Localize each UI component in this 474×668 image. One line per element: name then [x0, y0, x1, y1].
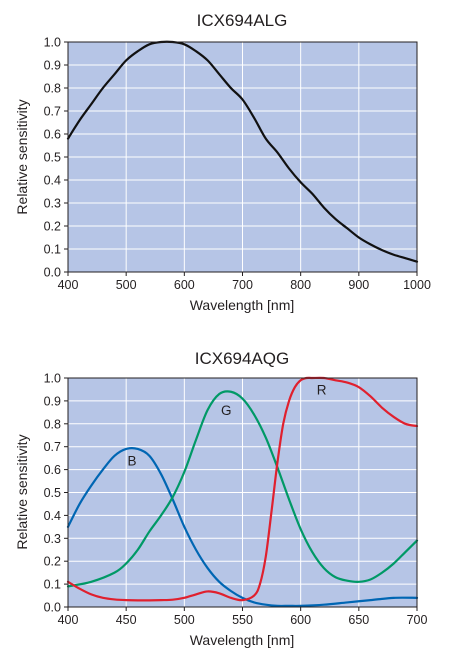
series-curve — [66, 40, 419, 263]
y-tick-label: 0.2 — [44, 555, 61, 569]
axis-ticks: 400 450 500 550 600 650 700 0.0 0.1 0.2 0.3 0.4 0.5 0… — [44, 372, 428, 628]
y-tick-label: 0.5 — [44, 151, 61, 165]
y-tick-label: 1.0 — [44, 36, 61, 50]
x-tick-label: 1000 — [403, 278, 431, 292]
x-tick-label: 700 — [407, 613, 428, 627]
y-tick-label: 0.6 — [44, 463, 61, 477]
x-tick-label: 500 — [174, 613, 195, 627]
series-curves — [66, 40, 419, 263]
y-tick-label: 0.3 — [44, 532, 61, 546]
series-curve-r — [66, 376, 419, 602]
x-tick-label: 700 — [232, 278, 253, 292]
x-tick-label: 900 — [348, 278, 369, 292]
y-tick-label: 0.0 — [44, 601, 61, 615]
x-tick-label: 400 — [58, 278, 79, 292]
x-axis-label: Wavelength [nm] — [190, 632, 295, 648]
y-tick-label: 1.0 — [44, 372, 61, 386]
x-tick-label: 600 — [290, 613, 311, 627]
x-tick-label: 400 — [58, 613, 79, 627]
y-tick-label: 0.8 — [44, 82, 61, 96]
y-tick-label: 0.4 — [44, 174, 61, 188]
x-axis-label: Wavelength [nm] — [190, 297, 295, 313]
axis-ticks: 400 500 600 700 800 900 1000 0.0 0.1 0.2 0.3 0.4 0.5… — [44, 36, 431, 293]
x-tick-label: 650 — [348, 613, 369, 627]
chart-icx694alg: ICX694ALG 400 500 600 700 800 900 1000 0.0 0.1 0.… — [14, 11, 431, 313]
y-tick-label: 0.4 — [44, 509, 61, 523]
x-tick-label: 500 — [116, 278, 137, 292]
y-tick-label: 0.7 — [44, 105, 61, 119]
y-tick-label: 0.3 — [44, 197, 61, 211]
y-tick-label: 0.5 — [44, 486, 61, 500]
x-tick-label: 600 — [174, 278, 195, 292]
chart-title: ICX694AQG — [195, 349, 290, 368]
y-tick-label: 0.0 — [44, 266, 61, 280]
y-tick-label: 0.7 — [44, 440, 61, 454]
series-curve-b — [66, 447, 419, 608]
y-axis-label: Relative sensitivity — [14, 434, 30, 549]
y-tick-label: 0.1 — [44, 578, 61, 592]
y-tick-label: 0.8 — [44, 417, 61, 431]
series-label-b: B — [127, 453, 136, 468]
series-curves: B G R — [66, 376, 419, 608]
series-label-r: R — [317, 382, 327, 397]
y-tick-label: 0.1 — [44, 243, 61, 257]
chart-icx694aqg: ICX694AQG 400 450 500 550 600 650 700 0.0 0.1 0.2… — [14, 349, 427, 648]
x-tick-label: 550 — [232, 613, 253, 627]
x-tick-label: 450 — [116, 613, 137, 627]
y-axis-label: Relative sensitivity — [14, 99, 30, 214]
y-tick-label: 0.2 — [44, 220, 61, 234]
gridlines — [68, 378, 417, 607]
series-label-g: G — [221, 403, 232, 418]
y-tick-label: 0.9 — [44, 59, 61, 73]
gridlines — [68, 42, 417, 272]
y-tick-label: 0.9 — [44, 394, 61, 408]
series-curve-g — [66, 390, 419, 588]
chart-title: ICX694ALG — [197, 11, 288, 30]
plot-frame — [67, 377, 418, 608]
plot-frame — [67, 41, 418, 273]
x-tick-label: 800 — [290, 278, 311, 292]
y-tick-label: 0.6 — [44, 128, 61, 142]
